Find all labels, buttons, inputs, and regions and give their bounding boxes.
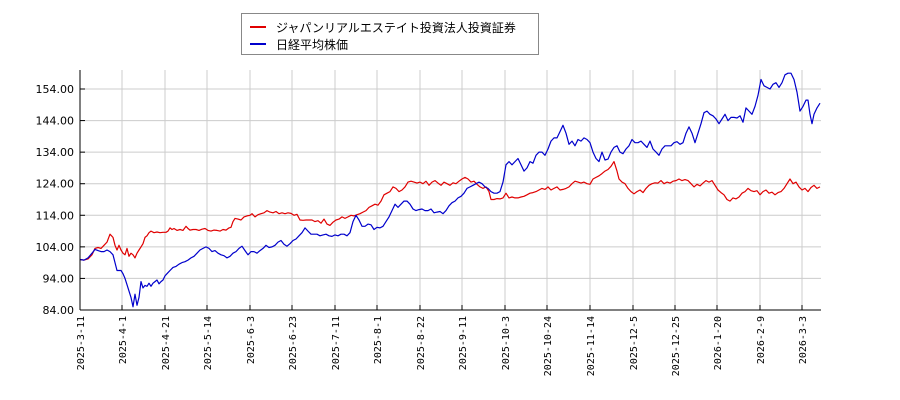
legend-item-nikkei: 日経平均株価 <box>250 36 348 52</box>
y-tick-label: 84.00 <box>43 304 75 317</box>
y-tick-label: 94.00 <box>43 272 75 285</box>
legend-label: ジャパンリアルエステイト投資法人投資証券 <box>276 20 516 35</box>
chart-legend: ジャパンリアルエステイト投資法人投資証券 日経平均株価 <box>241 13 539 55</box>
x-tick-label: 2025-8-22 <box>416 316 427 370</box>
x-tick-label: 2025-5-14 <box>203 316 214 370</box>
grid-lines <box>80 70 821 310</box>
y-axis-ticks: 84.00 94.00 104.00 114.00 124.00 134.00 144.00… <box>36 83 85 317</box>
x-tick-label: 2026-2-9 <box>756 316 767 364</box>
x-tick-label: 2025-8-1 <box>373 316 384 364</box>
x-tick-label: 2025-12-5 <box>629 316 640 370</box>
red-line-swatch-icon <box>250 26 266 28</box>
legend-label: 日経平均株価 <box>276 37 349 52</box>
legend-item-jre: ジャパンリアルエステイト投資法人投資証券 <box>250 19 516 35</box>
data-series <box>79 72 821 308</box>
y-tick-label: 154.00 <box>36 83 75 96</box>
nikkei-line <box>79 72 821 308</box>
jre-price-line <box>79 161 821 261</box>
x-axis-ticks: 2025-3-11 2025-4-1 2025-4-21 2025-5-14 2025-… <box>76 305 809 376</box>
x-tick-label: 2025-12-25 <box>671 316 682 376</box>
x-tick-label: 2025-11-14 <box>586 316 597 376</box>
x-tick-label: 2025-4-1 <box>118 316 129 364</box>
x-tick-label: 2025-7-11 <box>331 316 342 370</box>
x-tick-label: 2025-10-24 <box>543 316 554 376</box>
x-tick-label: 2025-6-23 <box>288 316 299 370</box>
y-tick-label: 144.00 <box>36 115 75 128</box>
y-tick-label: 114.00 <box>36 209 75 222</box>
x-tick-label: 2025-10-3 <box>501 316 512 370</box>
x-tick-label: 2025-6-3 <box>246 316 257 364</box>
y-tick-label: 124.00 <box>36 178 75 191</box>
y-tick-label: 134.00 <box>36 146 75 159</box>
blue-line-swatch-icon <box>250 43 266 45</box>
y-tick-label: 104.00 <box>36 241 75 254</box>
x-tick-label: 2025-3-11 <box>76 316 87 370</box>
x-tick-label: 2026-1-20 <box>713 316 724 370</box>
x-tick-label: 2025-9-11 <box>458 316 469 370</box>
x-tick-label: 2026-3-3 <box>798 316 809 364</box>
x-tick-label: 2025-4-21 <box>161 316 172 370</box>
axes <box>79 70 821 311</box>
